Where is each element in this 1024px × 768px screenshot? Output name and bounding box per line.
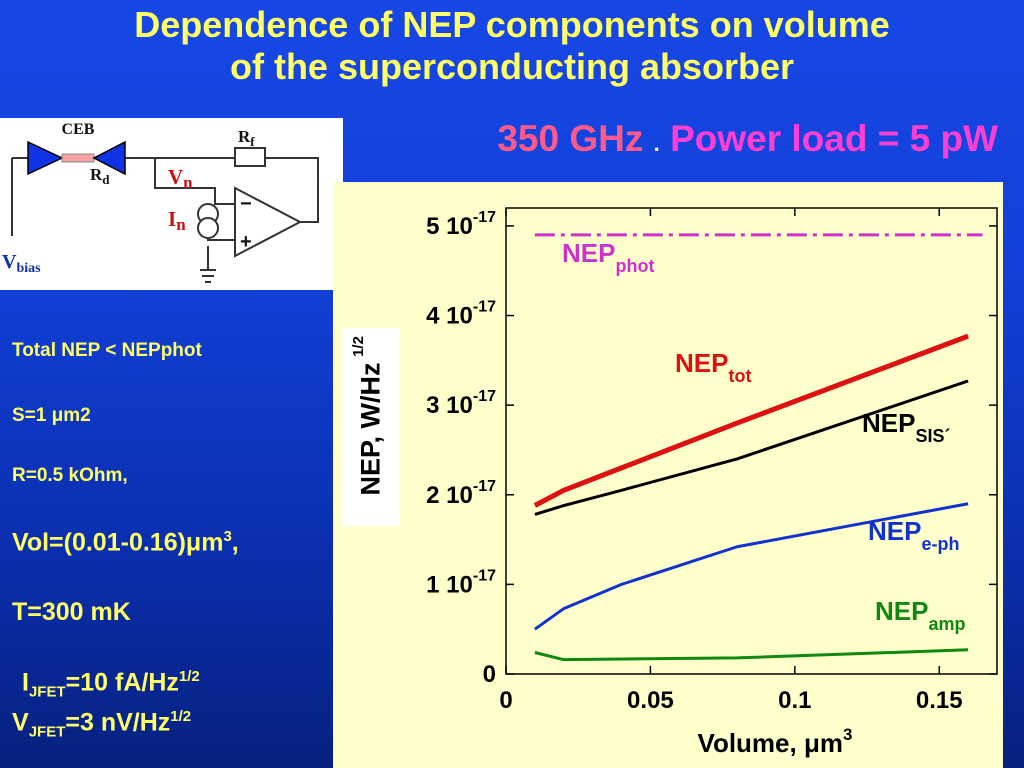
y-tick-label: 0 xyxy=(483,661,496,688)
x-tick-label: 0.15 xyxy=(916,687,963,714)
power-load-label: Power load = 5 pW xyxy=(670,118,998,159)
y-tick-label: 3 10-17 xyxy=(426,388,496,419)
series-label-amp: NEPamp xyxy=(875,596,965,634)
antenna-left-icon xyxy=(27,140,64,176)
feedback-resistor-icon xyxy=(234,147,266,167)
param-area: S=1 μm2 xyxy=(12,405,91,426)
subtitle-separator: . xyxy=(653,131,660,156)
series-line-tot xyxy=(533,333,969,508)
y-tick-label: 1 10-17 xyxy=(426,567,496,598)
plot-panel xyxy=(333,182,1003,768)
plus-label: + xyxy=(240,231,252,253)
title-line-2: of the superconducting absorber xyxy=(229,46,795,87)
series-line-amp xyxy=(534,648,969,662)
noise-source-bottom-icon xyxy=(197,217,219,239)
in-label: In xyxy=(168,207,186,234)
circuit-diagram: CEB Rd Rf Vn In − + Vbias xyxy=(0,118,343,290)
x-tick-label: 0.05 xyxy=(627,687,674,714)
param-temperature: T=300 mK xyxy=(12,598,131,626)
vbias-label: Vbias xyxy=(2,251,41,276)
vn-label: Vn xyxy=(168,165,193,192)
rd-label: Rd xyxy=(90,165,110,187)
ceb-label: CEB xyxy=(62,121,95,138)
x-tick-label: 0 xyxy=(499,687,512,714)
series-label-sis: NEPSIS´ xyxy=(862,408,950,446)
op-amp-icon xyxy=(234,186,303,258)
antenna-right-icon xyxy=(92,140,126,176)
param-volume: Vol=(0.01-0.16)μm3, xyxy=(12,528,239,557)
series-label-tot: NEPtot xyxy=(675,348,751,386)
frequency-label: 350 GHz xyxy=(497,118,644,159)
param-resistance: R=0.5 kOhm, xyxy=(12,465,128,486)
y-axis-label: NEP, W/Hz xyxy=(355,362,386,496)
x-tick-label: 0.1 xyxy=(778,687,811,714)
y-axis-label-box xyxy=(342,328,400,526)
y-tick-label: 5 10-17 xyxy=(426,209,496,240)
minus-label: − xyxy=(240,193,252,215)
series-label-phot: NEPphot xyxy=(562,238,654,276)
y-tick-label: 2 10-17 xyxy=(426,478,496,509)
rf-label: Rf xyxy=(238,127,255,149)
param-vjfet: VJFET=3 nV/Hz1/2 xyxy=(12,708,192,741)
series-line-eph xyxy=(534,502,969,631)
title-line-1: Dependence of NEP components on volume xyxy=(134,4,890,45)
plot-frame xyxy=(505,207,998,675)
subtitle: 350 GHz . Power load = 5 pW xyxy=(497,118,998,160)
series-label-eph: NEPe-ph xyxy=(868,516,959,554)
x-axis-label: Volume, μm3 xyxy=(698,725,853,758)
circuit-schematic: CEB Rd Rf Vn In − + Vbias xyxy=(2,121,319,283)
y-tick-label: 4 10-17 xyxy=(426,299,496,330)
y-axis-label-exponent: 1/2 xyxy=(349,336,367,357)
param-total-nep: Total NEP < NEPphot xyxy=(12,340,202,361)
param-ijfet: IJFET=10 fA/Hz1/2 xyxy=(22,668,200,701)
series-line-sis xyxy=(534,379,969,516)
slide-title: Dependence of NEP components on volume o… xyxy=(0,4,1024,88)
